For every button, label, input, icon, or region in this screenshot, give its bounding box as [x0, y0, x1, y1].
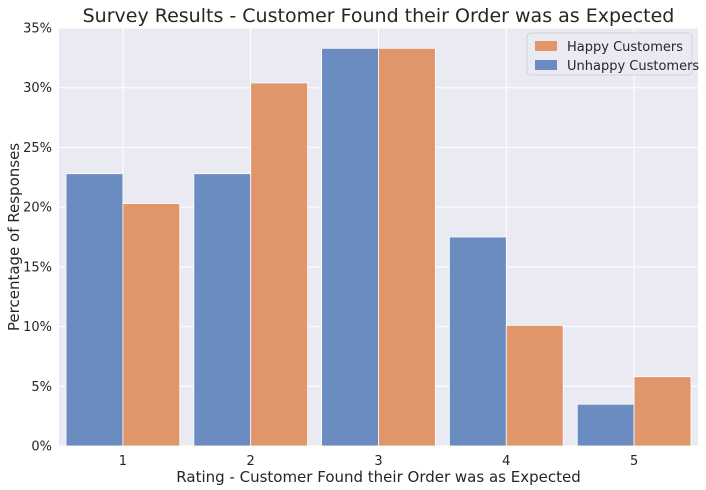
bar-happy-customers: [505, 324, 564, 447]
y-tick-label: 5%: [31, 380, 52, 395]
y-tick-label: 25%: [23, 141, 52, 156]
x-tick-label: 4: [502, 454, 510, 469]
bar-unhappy-customers: [576, 403, 635, 447]
x-tick-label: 3: [374, 454, 382, 469]
bars: [65, 47, 692, 447]
x-tick-label: 2: [247, 454, 255, 469]
bar-happy-customers: [122, 203, 181, 447]
bar-happy-customers: [378, 47, 436, 447]
bar-happy-customers: [633, 376, 692, 447]
bar-unhappy-customers: [321, 47, 379, 447]
legend-box: [526, 32, 693, 76]
y-tick-label: 20%: [23, 201, 52, 216]
legend-swatch: [535, 60, 557, 70]
y-axis-label: Percentage of Responses: [5, 143, 23, 331]
legend-entry: Happy Customers: [567, 40, 683, 55]
y-tick-label: 35%: [23, 22, 52, 37]
x-axis-label: Rating - Customer Found their Order was …: [176, 468, 580, 486]
bar-unhappy-customers: [193, 173, 252, 447]
legend: Happy Customers Unhappy Customers: [526, 32, 699, 76]
x-tick-label: 5: [630, 454, 638, 469]
bar-unhappy-customers: [65, 173, 124, 447]
y-tick-label: 0%: [31, 440, 52, 455]
x-tick-label: 1: [119, 454, 127, 469]
y-tick-label: 10%: [23, 320, 52, 335]
y-tick-label: 30%: [23, 81, 52, 96]
bar-unhappy-customers: [449, 236, 507, 447]
bar-happy-customers: [250, 82, 308, 447]
y-tick-label: 15%: [23, 260, 52, 275]
y-axis-ticks: 0% 5% 10% 15% 20% 25% 30% 35%: [23, 22, 52, 455]
x-axis-ticks: 1 2 3 4 5: [119, 454, 638, 469]
legend-entry: Unhappy Customers: [567, 59, 699, 74]
legend-swatch: [535, 41, 557, 51]
chart-title: Survey Results - Customer Found their Or…: [83, 5, 675, 27]
